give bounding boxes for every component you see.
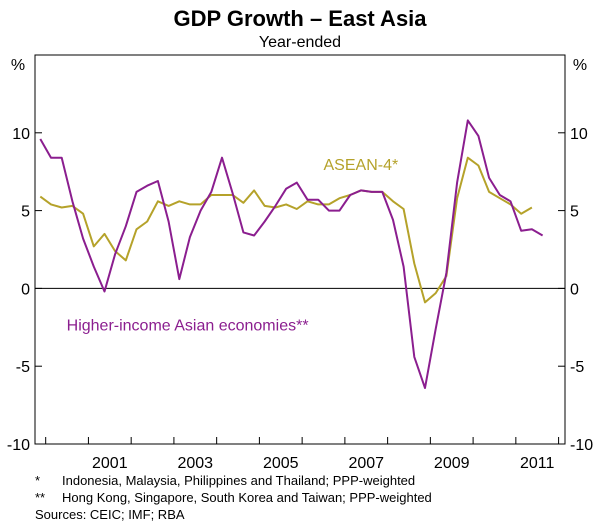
right-unit-label: % — [573, 57, 587, 74]
footnote-1-text: Indonesia, Malaysia, Philippines and Tha… — [62, 473, 416, 488]
series-line-2 — [39, 119, 544, 389]
sources-text: Sources: CEIC; IMF; RBA — [35, 507, 185, 522]
footnote-2-mark: ** — [35, 490, 46, 505]
y-tick-left-label: 5 — [21, 204, 30, 221]
plot-frame — [34, 54, 566, 445]
y-tick-left-label: -5 — [16, 359, 30, 376]
y-tick-right-label: 0 — [570, 281, 579, 298]
footnote-2: ** Hong Kong, Singapore, South Korea and… — [35, 489, 432, 506]
x-tick-label: 2009 — [434, 455, 470, 470]
chart-subtitle: Year-ended — [259, 34, 341, 51]
left-unit-label: % — [11, 57, 25, 74]
y-tick-right-label: -5 — [570, 359, 584, 376]
y-tick-left-label: 10 — [12, 126, 30, 143]
x-tick-label: 2005 — [263, 455, 299, 470]
x-tick-label: 2001 — [92, 455, 128, 470]
y-tick-left-label: 0 — [21, 281, 30, 298]
series-annotation-2: Higher-income Asian economies** — [67, 317, 309, 334]
y-tick-right-label: 10 — [570, 126, 588, 143]
x-tick-label: 2011 — [520, 455, 555, 470]
footnote-1: * Indonesia, Malaysia, Philippines and T… — [35, 472, 432, 489]
chart-title: GDP Growth – East Asia — [173, 6, 427, 31]
footnote-2-text: Hong Kong, Singapore, South Korea and Ta… — [62, 490, 432, 505]
series-annotation-1: ASEAN-4* — [324, 157, 399, 174]
y-tick-right-label: -10 — [570, 437, 593, 454]
gdp-growth-chart: GDP Growth – East Asia Year-ended % % -1… — [7, 6, 593, 470]
footnote-1-mark: * — [35, 473, 41, 488]
y-tick-right-label: 5 — [570, 204, 579, 221]
x-tick-label: 2003 — [177, 455, 213, 470]
sources-line: Sources: CEIC; IMF; RBA — [35, 506, 432, 523]
chart-notes: * Indonesia, Malaysia, Philippines and T… — [35, 472, 432, 523]
x-tick-label: 2007 — [348, 455, 384, 470]
y-tick-left-label: -10 — [7, 437, 30, 454]
